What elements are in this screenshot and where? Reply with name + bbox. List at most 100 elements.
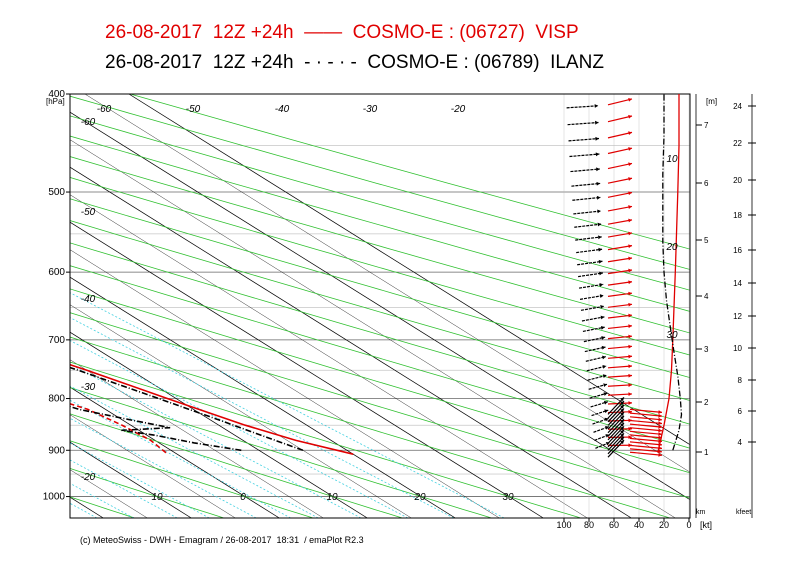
wind-arrow-ilanz-head — [604, 417, 609, 422]
dry-adiabat-line — [70, 361, 581, 518]
wind-profile-label: 10 — [666, 154, 678, 165]
temp-label: -60 — [81, 117, 96, 128]
mixing-ratio-line — [70, 385, 319, 518]
wind-arrow-visp-head — [658, 439, 662, 443]
wind-arrow-ilanz-head — [620, 408, 624, 413]
wind-arrow-ilanz-head — [605, 426, 609, 430]
wind-arrow-visp-head — [628, 313, 632, 318]
isotherm-line — [70, 249, 500, 518]
mixing-ratio-line — [70, 417, 257, 518]
wind-arrow-ilanz — [578, 272, 603, 278]
wind-arrow-visp — [607, 131, 633, 139]
wind-arrow-visp-head — [628, 244, 632, 249]
wind-arrow-ilanz — [567, 121, 599, 126]
wind-arrow-visp — [607, 98, 633, 106]
kfeet-tick-label: 6 — [738, 407, 743, 416]
wind-arrow-visp-head — [658, 428, 662, 433]
wind-arrow-visp — [629, 423, 663, 428]
temp-top-label: -40 — [275, 104, 290, 115]
dry-adiabat-line — [70, 288, 690, 474]
wind-arrow-ilanz — [607, 436, 625, 455]
wind-arrow-visp-head — [628, 409, 632, 414]
km-tick-label: 1 — [704, 448, 709, 457]
wind-arrow-visp-head — [628, 280, 632, 285]
km-tick-label: 5 — [704, 236, 709, 245]
wind-arrow-visp-head — [628, 231, 632, 236]
wind-arrow-ilanz-head — [595, 136, 600, 141]
wind-arrow-ilanz — [566, 105, 599, 109]
wind-arrow-ilanz-head — [600, 315, 605, 320]
wind-arrow-visp-head — [658, 413, 662, 418]
wind-arrow-visp-head — [658, 417, 662, 422]
wind-arrow-visp — [607, 335, 633, 340]
isotherm-line — [70, 304, 412, 518]
km-unit-label: [m] — [706, 97, 717, 106]
temp-top-label: -20 — [451, 104, 466, 115]
dry-adiabat-line — [70, 496, 135, 518]
wind-unit-label: [kt] — [700, 520, 712, 530]
wind-arrow-visp-head — [628, 373, 632, 378]
isotherm-line — [70, 194, 588, 518]
wind-arrow-visp-head — [658, 421, 662, 426]
temp-label: 20 — [413, 492, 426, 503]
wind-arrow-visp-head — [628, 291, 632, 296]
kfeet-tick-label: 24 — [733, 102, 742, 111]
wind-arrow-ilanz — [590, 401, 609, 408]
wind-profile-ilanz — [662, 94, 683, 451]
wind-arrow-visp-head — [628, 435, 632, 440]
pressure-tick-label: 500 — [48, 187, 65, 198]
wind-arrow-ilanz — [607, 408, 625, 426]
wind-arrow-visp — [629, 434, 663, 439]
wind-arrow-ilanz-head — [596, 181, 601, 186]
wind-arrow-ilanz-head — [620, 412, 624, 416]
wind-arrow-ilanz-head — [595, 152, 600, 157]
wind-arrow-ilanz-head — [603, 392, 608, 396]
wind-arrow-ilanz — [571, 182, 601, 187]
wind-arrow-ilanz-head — [602, 365, 607, 369]
wind-arrow-ilanz — [582, 326, 605, 333]
wind-arrow-visp-head — [628, 162, 632, 167]
wind-arrow-ilanz — [584, 346, 606, 353]
wind-arrow-ilanz — [607, 432, 625, 451]
wind-arrow-visp-head — [628, 131, 632, 136]
wind-arrow-visp-head — [628, 344, 632, 349]
isotherm-line — [84, 94, 690, 473]
pressure-tick-label: 600 — [48, 267, 65, 278]
wind-arrow-ilanz-head — [620, 440, 624, 445]
isotherm-line — [128, 94, 690, 446]
dry-adiabat-line — [70, 156, 690, 334]
wind-arrow-visp — [629, 451, 663, 456]
wind-arrow-visp-head — [628, 364, 632, 369]
isotherm-line — [70, 414, 236, 518]
wind-arrow-ilanz — [607, 415, 625, 434]
wind-arrow-visp — [607, 303, 633, 308]
dry-adiabat-line — [70, 413, 403, 518]
wind-arrow-visp-head — [628, 268, 632, 273]
temp-label: 0 — [240, 492, 246, 503]
wind-arrow-visp-head — [658, 442, 662, 447]
series-visp-temperature — [70, 363, 354, 455]
isotherm-line — [70, 166, 632, 518]
wind-arrow-ilanz-head — [597, 209, 601, 214]
wind-tick-label: 100 — [556, 520, 571, 530]
temp-top-label: -30 — [363, 104, 378, 115]
pressure-tick-label: 1000 — [43, 492, 66, 503]
wind-arrow-ilanz-head — [598, 247, 603, 252]
wind-profile-visp — [657, 94, 680, 453]
kfeet-tick-label: 20 — [733, 176, 742, 185]
km-tick-label: 4 — [704, 292, 709, 301]
series-ilanz-dewpoint — [70, 405, 242, 452]
wind-arrow-visp-head — [658, 432, 662, 436]
wind-arrow-visp-head — [658, 449, 662, 454]
wind-arrow-visp — [607, 345, 633, 350]
pressure-tick-label: 700 — [48, 335, 65, 346]
isotherm-line — [0, 94, 15, 518]
wind-arrow-ilanz — [575, 236, 602, 241]
wind-arrow-ilanz — [579, 294, 604, 300]
wind-arrow-visp-head — [628, 205, 632, 209]
chart-title-visp: 26-08-2017 12Z +24h —— COSMO-E : (06727)… — [105, 22, 579, 43]
wind-arrow-visp-head — [628, 114, 632, 119]
wind-arrow-visp-head — [628, 191, 632, 196]
wind-arrow-visp — [629, 427, 663, 432]
